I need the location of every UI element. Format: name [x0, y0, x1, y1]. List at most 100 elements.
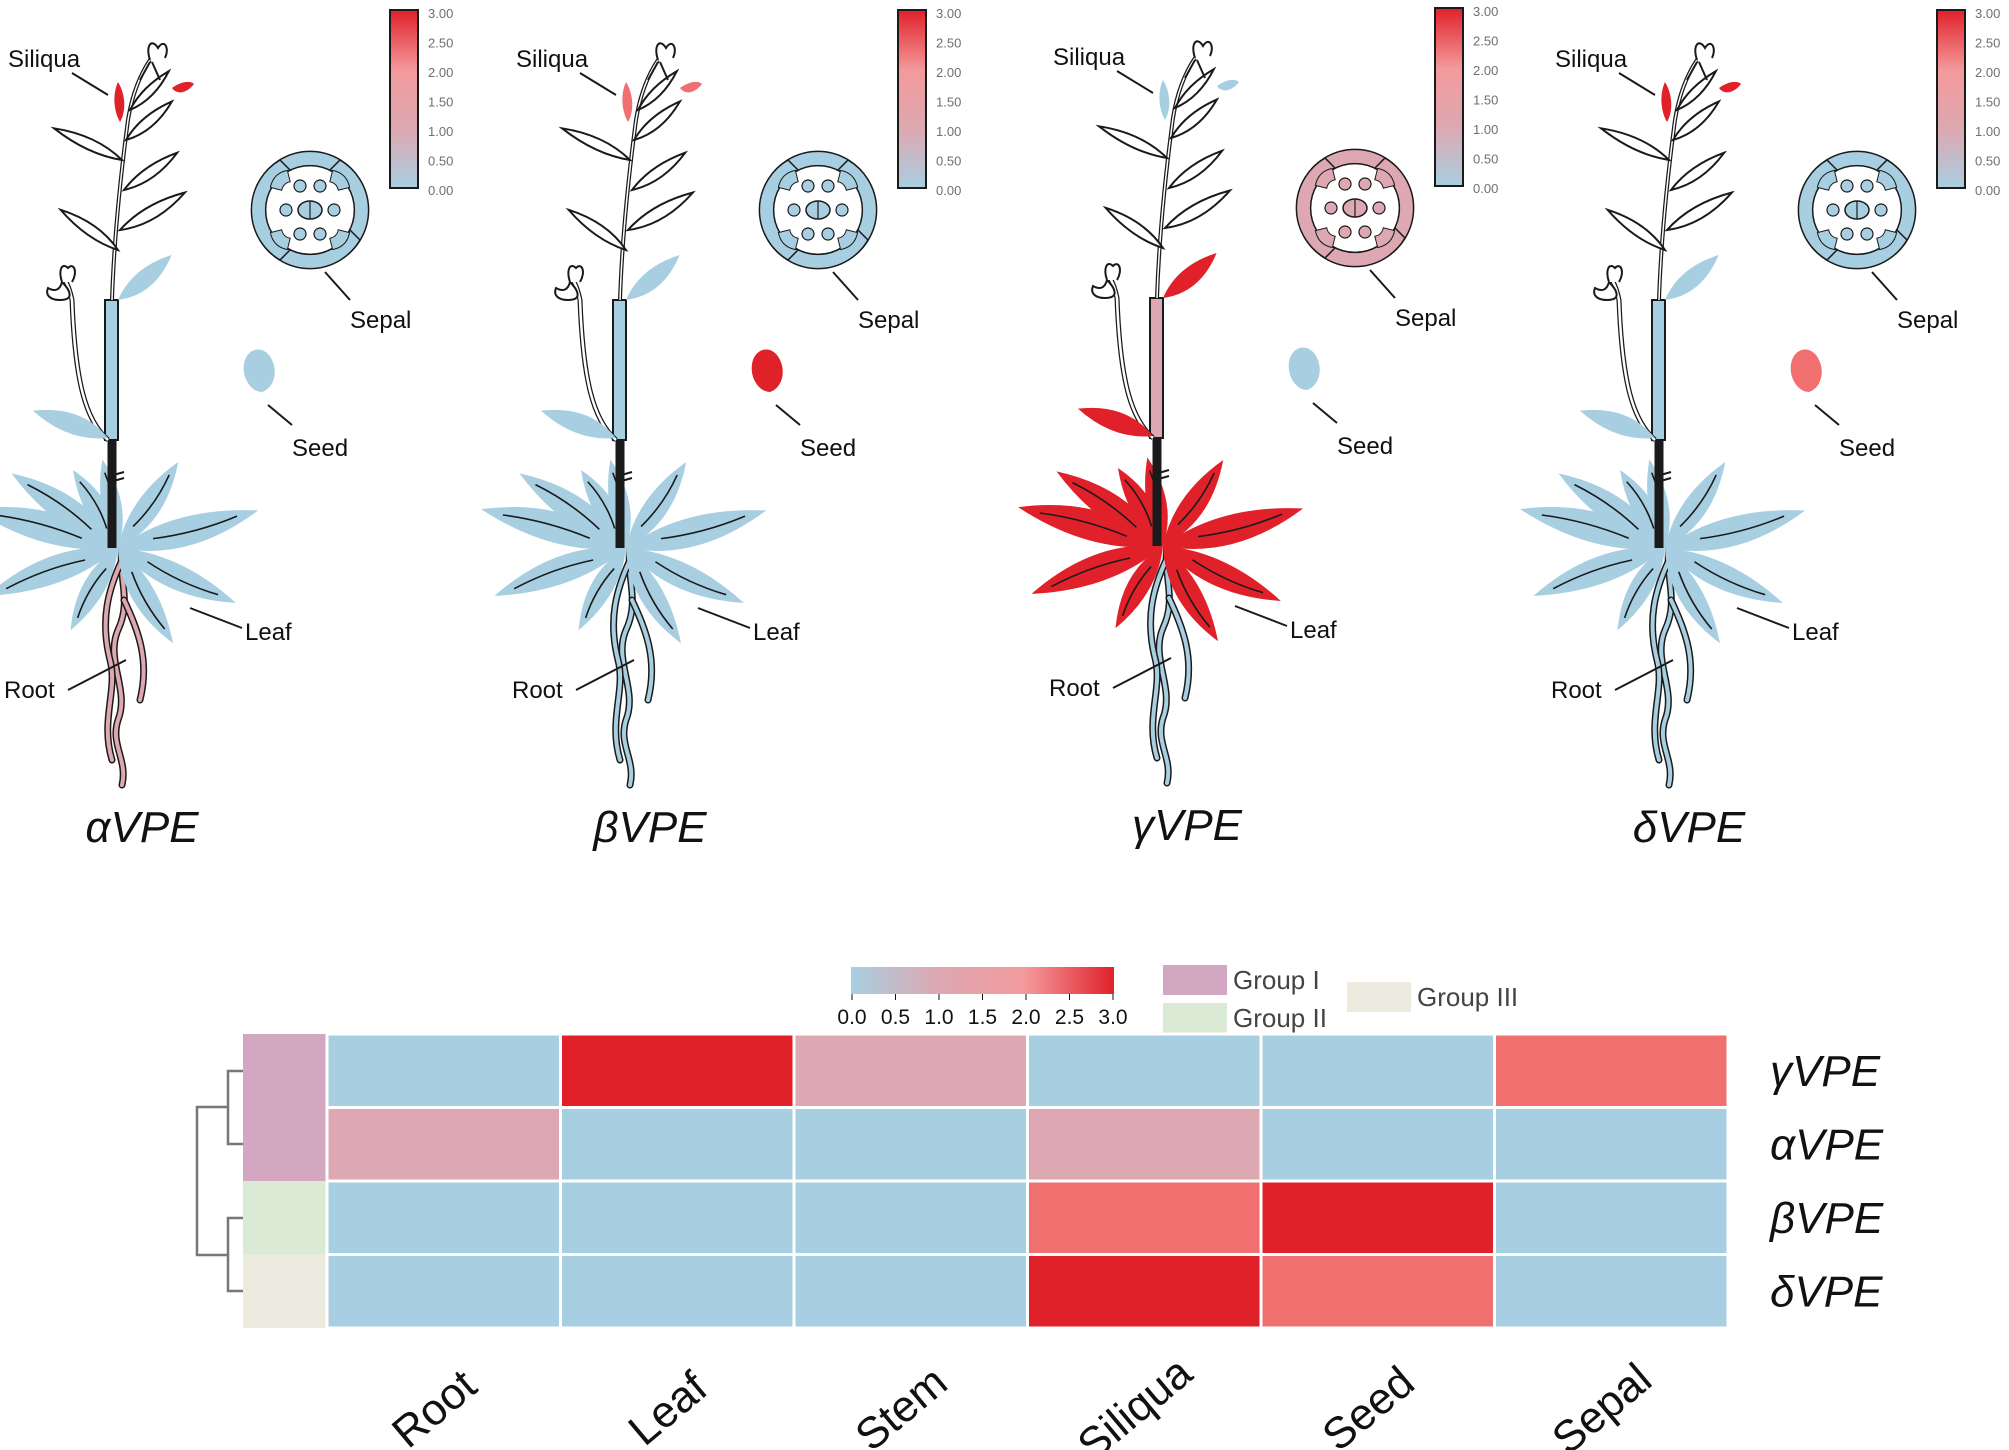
stamen	[293, 179, 307, 193]
stamen	[1874, 203, 1888, 217]
leaf-vein	[638, 571, 674, 630]
stem-break	[1154, 469, 1170, 481]
cauline-leaf	[626, 255, 680, 300]
root-fill	[611, 558, 632, 762]
sepal-leader-line	[832, 271, 859, 301]
root-label: Root	[4, 677, 55, 704]
leaf-vein	[535, 483, 600, 530]
scale-tick-label: 3.00	[1473, 4, 1498, 19]
leaf-vein	[655, 561, 727, 596]
rosette-leaf	[1056, 471, 1163, 546]
seed-leader-line	[1312, 402, 1338, 424]
upper-leaf	[635, 68, 680, 112]
stamen	[327, 203, 341, 217]
legend-tick-label: 0.0	[837, 1006, 866, 1029]
seed-label: Seed	[292, 435, 348, 462]
leaf-vein	[132, 474, 170, 528]
leaf-vein	[1039, 512, 1128, 538]
leaf-vein	[5, 559, 86, 590]
upper-leaf	[631, 99, 683, 142]
upper-leaf	[1674, 68, 1719, 112]
plant-panel-0: 3.00 2.50 2.00 1.50 1.00 0.50 0.00 Siliqua Sepal…	[0, 6, 453, 852]
upper-leaf	[117, 190, 188, 232]
pedicel	[1184, 59, 1206, 79]
upper-leaf	[558, 126, 633, 162]
leaf-vein	[1121, 566, 1152, 617]
stamen	[279, 203, 293, 217]
petal-mark	[329, 229, 351, 251]
stamen	[1324, 201, 1338, 215]
stamen	[821, 227, 835, 241]
sepal-leader-line	[1871, 271, 1898, 301]
upper-leaf	[1162, 188, 1233, 230]
leaf-vein	[1175, 569, 1211, 628]
stem-break	[1656, 471, 1672, 483]
flower-diagram	[758, 150, 878, 270]
siliqua-leader-line	[71, 72, 109, 96]
rosette-leaf	[1031, 545, 1163, 594]
upper-leaf	[1102, 205, 1166, 250]
color-scale	[1434, 7, 1464, 187]
side-flower	[46, 280, 71, 302]
cauline-leaf	[1665, 255, 1719, 300]
seed-shape	[751, 349, 783, 392]
scale-tick-label: 2.50	[936, 36, 961, 51]
sepal-segment	[250, 159, 292, 261]
root-leader-line	[1614, 659, 1674, 691]
row-label: δVPE	[1770, 1267, 1883, 1316]
expression-heatmap: 0.0 0.5 1.0 1.5 2.0 2.5 3.0 Group I Group II Grou…	[195, 965, 1884, 1450]
root-leader-line	[67, 659, 127, 691]
stem-break	[617, 471, 633, 483]
root-fill	[1659, 543, 1674, 787]
scale-tick-label: 0.00	[1975, 183, 2000, 198]
sepal-leader-line	[324, 271, 351, 301]
stamen	[1358, 177, 1372, 191]
stamen	[1860, 227, 1874, 241]
stamen	[1840, 227, 1854, 241]
rosette-leaf	[0, 547, 118, 595]
leaf-vein	[1694, 561, 1766, 596]
group-swatch	[1347, 982, 1411, 1012]
heatmap-cell	[792, 1179, 1029, 1256]
petal-mark	[1816, 229, 1838, 251]
dendrogram-branch	[195, 1105, 228, 1257]
cauline-leaf	[1077, 407, 1153, 437]
petal-mark	[1314, 167, 1336, 189]
scale-tick-label: 1.00	[936, 124, 961, 139]
sepal-segment	[758, 159, 800, 261]
sepal-label: Sepal	[1897, 307, 1958, 334]
leaf-vein	[1699, 515, 1785, 540]
leaf-leader-line	[697, 607, 751, 629]
seed-leader-line	[775, 404, 801, 426]
side-flower	[1091, 278, 1116, 300]
rosette-leaf	[626, 510, 767, 551]
plant-panels: 3.00 2.50 2.00 1.50 1.00 0.50 0.00 Siliqua Sepal…	[0, 4, 2000, 852]
heatmap-cell	[559, 1032, 796, 1109]
leaf-label: Leaf	[1290, 617, 1337, 644]
heatmap-cell	[325, 1179, 562, 1256]
leaf-vein	[587, 481, 616, 529]
heatmap-cell	[559, 1179, 796, 1256]
root-fill	[122, 598, 146, 702]
group-swatch	[1163, 1003, 1227, 1033]
leaf-vein	[76, 568, 107, 619]
group-legend-label: Group I	[1233, 965, 1320, 995]
gene-label: δVPE	[1633, 803, 1746, 852]
scale-tick-label: 1.00	[1975, 124, 2000, 139]
group-swatch	[1163, 965, 1227, 995]
stem-segment	[104, 299, 119, 441]
leaf-vein	[502, 514, 591, 540]
siliqua-leader-line	[1116, 70, 1154, 94]
scale-tick-label: 3.00	[428, 6, 453, 21]
petal-mark	[1374, 227, 1396, 249]
stamen	[787, 203, 801, 217]
leaf-vein	[1050, 557, 1131, 588]
stamen	[293, 227, 307, 241]
scale-tick-label: 2.50	[1975, 36, 2000, 51]
rosette-leaf	[519, 473, 626, 548]
scale-tick-label: 0.00	[936, 183, 961, 198]
root-fill	[1148, 556, 1169, 760]
upper-leaf	[1664, 190, 1735, 232]
leaf-vein	[147, 561, 219, 596]
scale-tick-label: 1.50	[1473, 93, 1498, 108]
